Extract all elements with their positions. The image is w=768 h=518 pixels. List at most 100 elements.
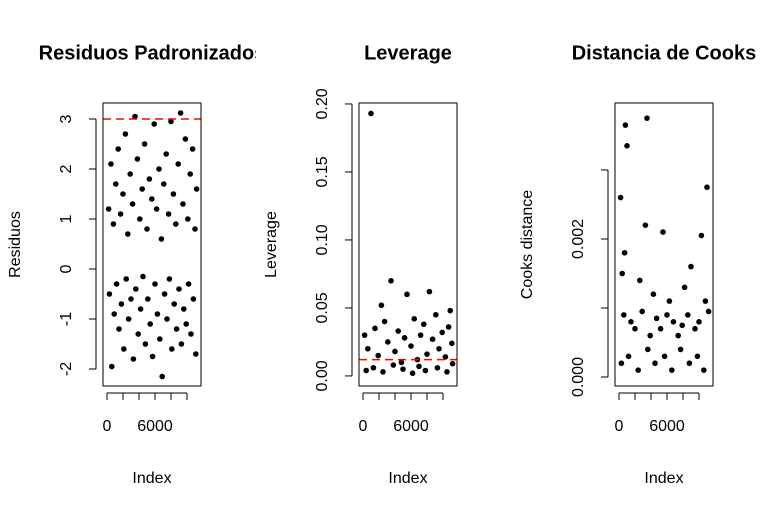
point [190,296,197,302]
panel: Residuos Padronizados [39,42,266,64]
point [404,291,410,298]
point [173,326,180,332]
point [182,136,189,142]
y-axis-label: Residuos [7,211,24,278]
point [698,232,705,239]
point [133,286,139,292]
point [173,221,179,227]
point [704,184,710,191]
point [116,326,122,332]
x-axis-label: Index [132,470,171,487]
point [121,346,127,352]
point [117,211,124,217]
point [378,302,385,309]
y-tick-label: -1 [58,312,75,326]
point [166,276,173,282]
point [385,339,391,345]
point [388,277,394,284]
point [445,324,452,330]
point [137,216,143,222]
point [625,353,632,360]
point [639,308,645,315]
point [621,312,627,318]
point [180,201,186,207]
point [159,373,165,380]
point [129,201,136,207]
point [647,332,653,339]
point [151,121,157,127]
point [688,263,694,270]
y-tick-label: 3 [58,114,75,123]
plot-frame [102,102,202,387]
point [400,366,406,372]
point [134,156,141,162]
plot-frame [614,102,714,387]
point [434,364,441,371]
point [108,161,114,167]
y-axis-label: Cooks distance [519,190,536,299]
point [705,308,712,315]
point [132,113,138,120]
point [624,142,630,149]
point [650,291,657,297]
point [161,181,167,187]
point [165,211,172,217]
plot-frame [358,102,458,387]
x-tick-label: 6000 [393,418,429,435]
point [187,171,193,177]
point [363,367,370,374]
point [642,222,649,228]
point [125,316,132,322]
point [163,151,169,157]
point [701,367,707,373]
y-tick-label: 1 [58,214,75,223]
chart-title: Distancia de Cooks [572,42,757,64]
point [109,363,115,370]
point [361,332,368,338]
point [429,336,436,343]
y-tick-label: 0.10 [314,224,331,255]
point [141,141,148,147]
point [424,351,430,357]
point [113,181,119,187]
point [118,301,125,307]
y-tick-label: 0 [58,264,75,273]
point [635,367,641,373]
point [409,370,416,377]
panel: Leverage [364,42,452,64]
point [370,364,377,371]
point [617,194,624,201]
point [161,291,168,297]
point [168,118,174,125]
point [657,325,664,332]
point [372,325,378,332]
x-tick-label: 0 [359,418,368,435]
point [679,322,685,329]
point [146,176,153,182]
y-tick-label: 0.20 [314,88,331,119]
point [140,273,146,280]
point [619,270,625,277]
point [392,348,398,355]
point [130,356,137,362]
point [106,291,113,297]
y-tick-label: 2 [58,164,75,173]
point [653,315,660,322]
point [447,307,454,314]
chart-title: Leverage [364,42,452,64]
point [664,312,670,318]
point [185,216,191,222]
point [395,328,402,334]
point [421,321,427,328]
y-tick-label: 0.002 [570,219,587,259]
point [692,325,698,332]
point [135,331,141,337]
point [156,166,162,172]
point [193,186,200,192]
point [380,369,386,375]
point [618,360,625,367]
chart-title: Residuos Padronizados [39,42,266,64]
point [189,146,196,152]
point [666,298,673,304]
